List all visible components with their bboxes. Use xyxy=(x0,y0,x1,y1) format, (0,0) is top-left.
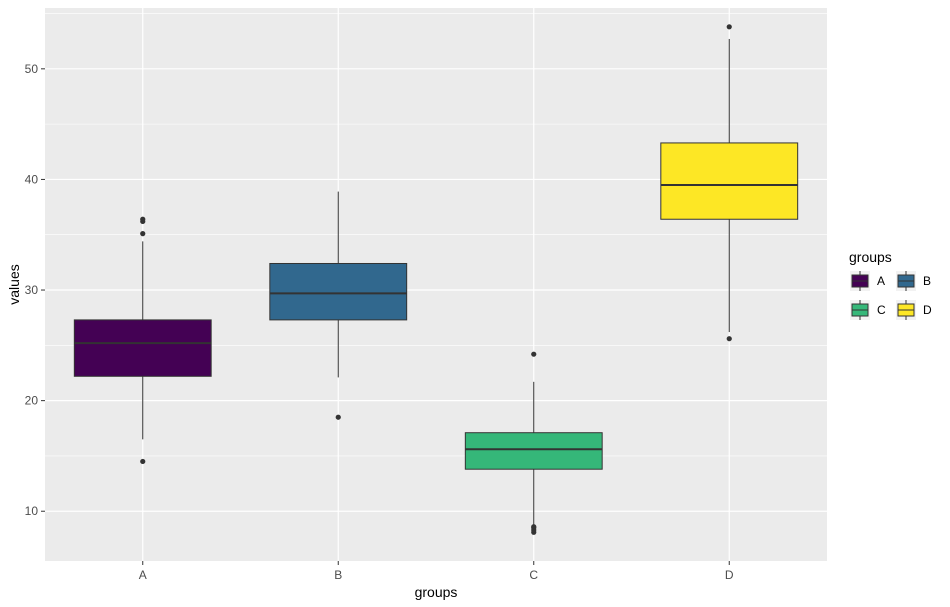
box-iqr xyxy=(464,432,603,470)
y-tick-label: 10 xyxy=(25,504,39,518)
plot-panel xyxy=(45,8,827,561)
box-iqr xyxy=(269,262,408,321)
y-tick-label: 30 xyxy=(25,283,39,297)
box-group-a xyxy=(73,216,212,465)
legend-label: B xyxy=(923,274,931,288)
y-axis-title: values xyxy=(6,264,22,304)
y-axis: 10 20 30 40 50 xyxy=(25,62,45,518)
box-group-d xyxy=(660,24,799,342)
outlier-point xyxy=(140,458,146,465)
box-layer xyxy=(73,24,799,535)
legend: groups A B C D xyxy=(849,249,932,320)
outlier-point xyxy=(726,336,732,342)
x-tick-label: D xyxy=(725,568,734,582)
legend-label: C xyxy=(877,303,886,317)
legend-item-c: C xyxy=(850,300,886,320)
outlier-point xyxy=(531,351,537,357)
outlier-point xyxy=(531,524,537,530)
outlier-point xyxy=(140,216,146,222)
outlier-point xyxy=(335,414,341,420)
legend-title: groups xyxy=(849,249,892,265)
x-tick-label: B xyxy=(334,568,342,582)
legend-item-d: D xyxy=(896,300,932,320)
x-tick-label: A xyxy=(139,568,147,582)
box-iqr xyxy=(660,142,799,220)
x-axis-title: groups xyxy=(415,584,458,600)
x-tick-label: C xyxy=(529,568,538,582)
legend-label: A xyxy=(877,274,885,288)
y-tick-label: 50 xyxy=(25,62,39,76)
box-group-c xyxy=(464,351,603,535)
y-tick-label: 20 xyxy=(25,394,39,408)
box-iqr xyxy=(73,319,212,377)
legend-label: D xyxy=(923,303,932,317)
legend-item-a: A xyxy=(850,271,885,291)
outlier-point xyxy=(726,24,732,30)
box-group-b xyxy=(269,191,408,420)
y-tick-label: 40 xyxy=(25,172,39,186)
legend-item-b: B xyxy=(896,271,931,291)
outlier-point xyxy=(140,231,146,237)
x-axis: A B C D xyxy=(139,561,734,582)
